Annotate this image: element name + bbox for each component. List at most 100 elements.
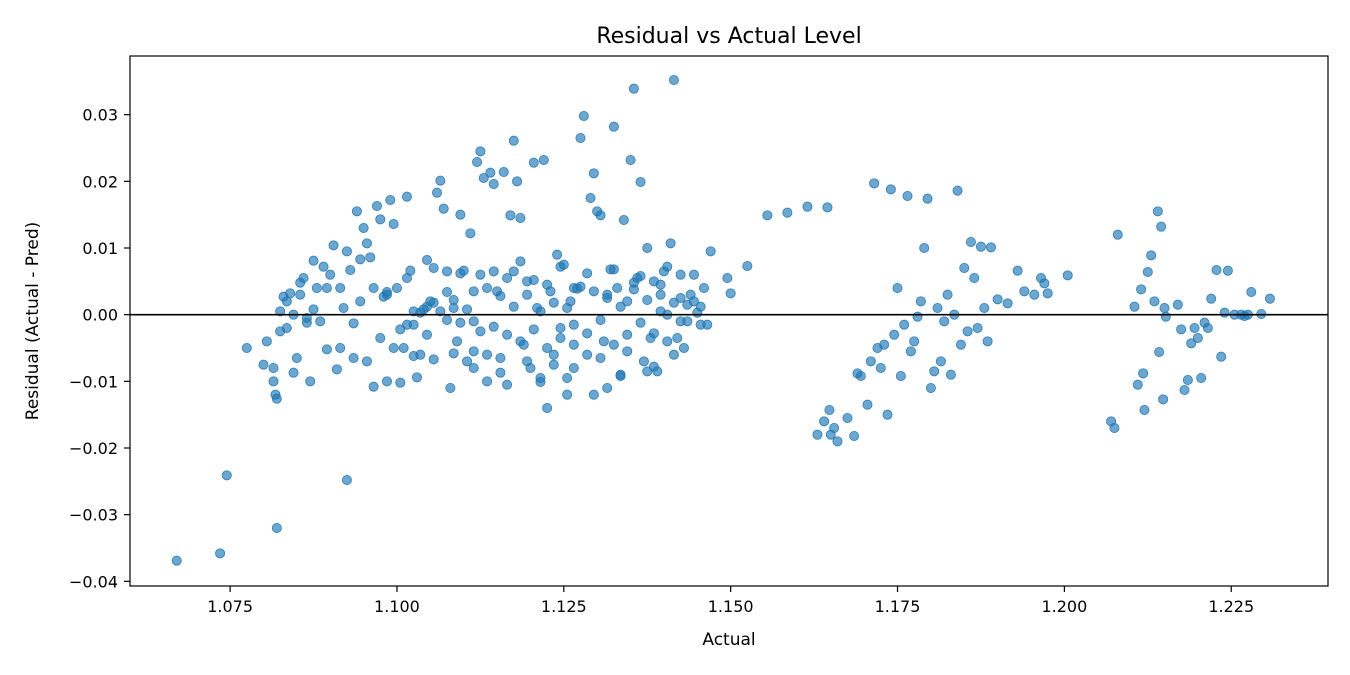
scatter-point (1142, 266, 1153, 277)
scatter-point (935, 356, 946, 367)
scatter-point (882, 409, 893, 420)
scatter-point (308, 255, 319, 266)
y-axis-label: Residual (Actual - Pred) (23, 222, 43, 420)
scatter-point (215, 548, 226, 559)
scatter-point (919, 242, 930, 253)
scatter-point (455, 268, 466, 279)
scatter-point (635, 176, 646, 187)
scatter-point (355, 254, 366, 265)
scatter-point (585, 192, 596, 203)
scatter-point (648, 328, 659, 339)
scatter-point (462, 356, 473, 367)
scatter-point (622, 296, 633, 307)
scatter-point (562, 389, 573, 400)
scatter-point (498, 166, 509, 177)
scatter-point (932, 302, 943, 313)
scatter-point (408, 350, 419, 361)
axis-ticks: 1.075 1.100 1.125 1.150 1.175 1.200 1.225 −0.04… (69, 106, 1254, 616)
scatter-point (568, 362, 579, 373)
scatter-point (1132, 379, 1143, 390)
scatter-point (1062, 270, 1073, 281)
scatter-point (455, 209, 466, 220)
scatter-point (462, 304, 473, 315)
scatter-point (542, 342, 553, 353)
scatter-point (675, 269, 686, 280)
scatter-point (595, 352, 606, 363)
x-axis-label: Actual (702, 630, 755, 650)
scatter-point (445, 382, 456, 393)
scatter-point (548, 359, 559, 370)
scatter-point (315, 316, 326, 327)
scatter-point (555, 332, 566, 343)
scatter-point (398, 342, 409, 353)
scatter-point (628, 277, 639, 288)
scatter-point (468, 316, 479, 327)
scatter-point (1129, 301, 1140, 312)
chart-title: Residual vs Actual Level (596, 24, 861, 49)
scatter-point (902, 190, 913, 201)
scatter-point (468, 346, 479, 357)
scatter-point (892, 282, 903, 293)
scatter-point (448, 348, 459, 359)
scatter-point (348, 352, 359, 363)
scatter-point (568, 282, 579, 293)
scatter-point (331, 364, 342, 375)
x-tick-label: 1.100 (374, 597, 420, 616)
scatter-point (368, 282, 379, 293)
scatter-point (401, 319, 412, 330)
scatter-point (1246, 286, 1257, 297)
scatter-point (455, 317, 466, 328)
scatter-point (1179, 384, 1190, 395)
scatter-point (488, 321, 499, 332)
scatter-point (535, 372, 546, 383)
scatter-point (832, 436, 843, 447)
scatter-point (979, 302, 990, 313)
scatter-point (548, 297, 559, 308)
scatter-point (308, 304, 319, 315)
scatter-point (1219, 307, 1230, 318)
scatter-point (528, 324, 539, 335)
scatter-point (635, 270, 646, 281)
scatter-point (502, 379, 513, 390)
scatter-point (655, 289, 666, 300)
scatter-point (515, 256, 526, 267)
scatter-point (782, 207, 793, 218)
scatter-point (321, 344, 332, 355)
scatter-point (1139, 404, 1150, 415)
scatter-point (562, 302, 573, 313)
scatter-point (688, 296, 699, 307)
scatter-point (475, 269, 486, 280)
scatter-point (1136, 284, 1147, 295)
scatter-point (515, 336, 526, 347)
scatter-point (428, 262, 439, 273)
scatter-point (942, 289, 953, 300)
scatter-point (542, 402, 553, 413)
scatter-point (612, 282, 623, 293)
scatter-point (408, 306, 419, 317)
scatter-point (588, 168, 599, 179)
scatter-point (411, 372, 422, 383)
scatter-point (512, 176, 523, 187)
scatter-point (291, 352, 302, 363)
scatter-point (702, 319, 713, 330)
x-tick-label: 1.075 (207, 597, 253, 616)
scatter-point (1152, 206, 1163, 217)
scatter-point (925, 382, 936, 393)
scatter-point (488, 266, 499, 277)
scatter-point (568, 339, 579, 350)
scatter-point (672, 332, 683, 343)
scatter-point (468, 286, 479, 297)
scatter-point (371, 200, 382, 211)
scatter-point (879, 339, 890, 350)
plot-frame (129, 55, 1329, 587)
scatter-point (1211, 264, 1222, 275)
scatter-point (582, 349, 593, 360)
scatter-point (482, 376, 493, 387)
scatter-point (824, 404, 835, 415)
scatter-point (452, 336, 463, 347)
scatter-point (568, 319, 579, 330)
scatter-point (295, 277, 306, 288)
y-tick-label: −0.03 (69, 506, 118, 525)
scatter-point (909, 336, 920, 347)
scatter-point (595, 314, 606, 325)
